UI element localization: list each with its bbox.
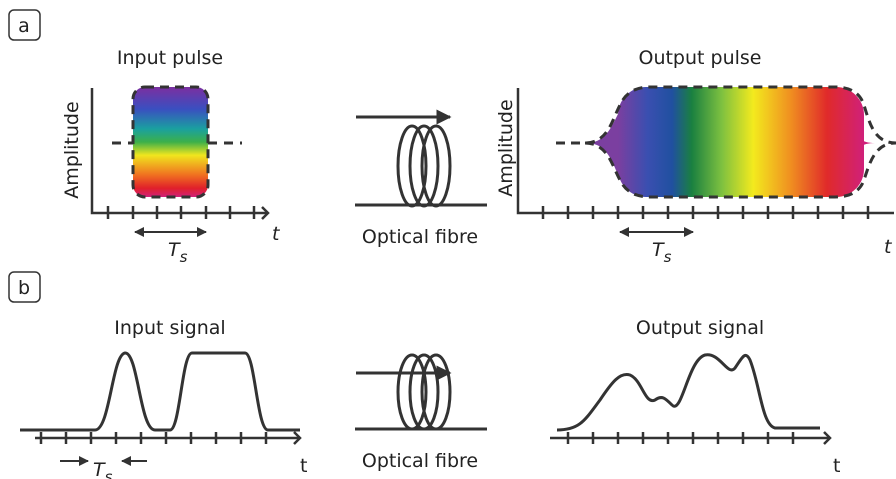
pulse (133, 87, 208, 197)
title: Output signal (636, 317, 764, 339)
pulse-edge (556, 110, 620, 180)
x-label: t (300, 455, 307, 477)
fibre-label: Optical fibre (362, 450, 478, 472)
title: Output pulse (638, 47, 761, 69)
fibre-coil (355, 126, 487, 206)
figure: a Input pulse Amplitude t Ts Optical fib… (0, 0, 896, 479)
y-label: Amplitude (495, 99, 517, 196)
span-label: Ts (168, 239, 188, 266)
title: Input signal (114, 317, 225, 339)
panel-label: a (18, 15, 30, 37)
fibre-coil (355, 355, 487, 429)
fibre-label: Optical fibre (362, 226, 478, 248)
title: Input pulse (117, 47, 223, 69)
span-sub: s (105, 468, 113, 479)
panel-label: b (18, 277, 30, 299)
span-sub: s (180, 248, 188, 266)
span-label: Ts (93, 459, 113, 479)
span-label: Ts (652, 239, 672, 266)
x-label: t (884, 236, 893, 258)
y-label: Amplitude (61, 101, 83, 198)
signal (20, 353, 300, 430)
span-sub: s (664, 248, 672, 266)
x-label: t (833, 455, 840, 477)
x-label: t (272, 223, 281, 245)
signal (557, 355, 820, 430)
pulse (618, 87, 864, 197)
